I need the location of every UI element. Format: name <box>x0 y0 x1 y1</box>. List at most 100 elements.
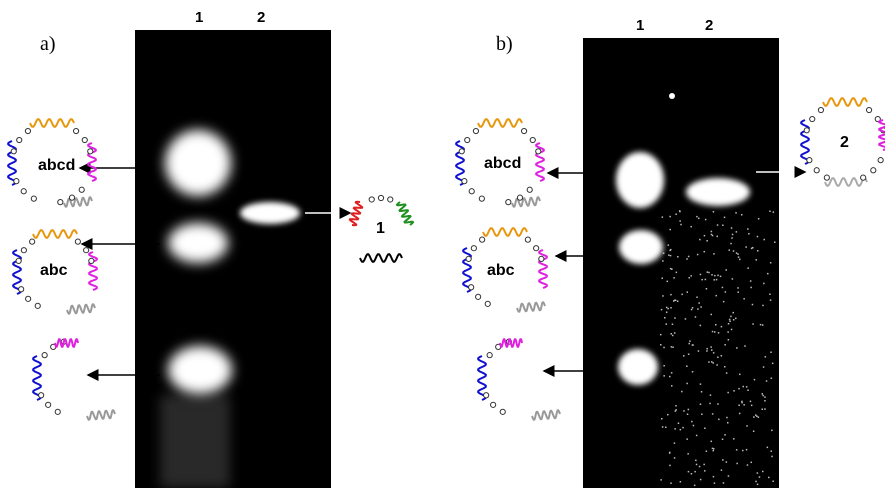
noise <box>677 301 679 303</box>
noise <box>753 431 755 433</box>
strand <box>517 302 545 311</box>
linker <box>26 296 31 301</box>
noise <box>710 394 712 396</box>
noise <box>742 450 744 452</box>
noise <box>772 363 774 365</box>
noise <box>696 297 698 299</box>
noise <box>683 410 685 412</box>
noise <box>717 236 719 238</box>
noise <box>681 391 683 393</box>
strand <box>500 339 522 347</box>
noise <box>683 355 685 357</box>
noise <box>762 395 764 397</box>
noise <box>718 419 720 421</box>
noise <box>690 275 692 277</box>
noise <box>711 349 713 351</box>
linker <box>82 137 87 142</box>
noise <box>728 339 730 341</box>
noise <box>772 481 774 483</box>
linker <box>31 196 36 201</box>
linker <box>485 301 490 306</box>
noise <box>680 429 682 431</box>
strand <box>456 141 464 185</box>
noise <box>770 262 772 264</box>
noise <box>733 319 735 321</box>
noise <box>746 449 748 451</box>
noise <box>689 343 691 345</box>
noise <box>729 321 731 323</box>
strand <box>350 202 362 225</box>
gel-b <box>583 38 779 488</box>
noise <box>674 332 676 334</box>
noise <box>694 485 696 487</box>
structure-label: abc <box>40 262 68 279</box>
noise <box>671 333 673 335</box>
noise <box>733 250 735 252</box>
linker <box>369 197 374 202</box>
strand <box>512 197 540 206</box>
linker <box>35 303 40 308</box>
structure-label: abcd <box>38 157 75 174</box>
noise <box>696 216 698 218</box>
noise <box>688 256 690 258</box>
noise <box>751 462 753 464</box>
noise <box>688 354 690 356</box>
noise <box>695 460 697 462</box>
noise <box>762 409 764 411</box>
linker <box>39 393 44 398</box>
noise <box>713 362 715 364</box>
noise <box>741 401 743 403</box>
noise <box>693 425 695 427</box>
noise <box>679 220 681 222</box>
noise <box>674 317 676 319</box>
noise <box>677 256 679 258</box>
noise <box>741 214 743 216</box>
noise <box>730 243 732 245</box>
noise <box>663 253 665 255</box>
noise <box>714 482 716 484</box>
noise <box>691 421 693 423</box>
noise <box>670 255 672 257</box>
noise <box>689 277 691 279</box>
noise <box>705 279 707 281</box>
linker <box>388 197 393 202</box>
structure-label: 2 <box>840 134 849 151</box>
strand <box>89 252 97 290</box>
linker <box>25 128 30 133</box>
noise <box>722 459 724 461</box>
noise <box>675 409 677 411</box>
noise <box>687 291 689 293</box>
noise <box>758 417 760 419</box>
linker <box>539 256 544 261</box>
linker <box>471 246 476 251</box>
linker <box>14 179 19 184</box>
noise <box>711 231 713 233</box>
noise <box>686 383 688 385</box>
noise <box>673 300 675 302</box>
noise <box>729 319 731 321</box>
noise <box>760 324 762 326</box>
noise <box>695 316 697 318</box>
noise <box>696 435 698 437</box>
noise <box>673 277 675 279</box>
noise <box>739 374 741 376</box>
noise <box>745 246 747 248</box>
noise <box>685 318 687 320</box>
noise <box>736 347 738 349</box>
noise <box>724 344 726 346</box>
noise <box>714 279 716 281</box>
strand <box>397 202 413 225</box>
linker <box>491 402 496 407</box>
noise <box>691 309 693 311</box>
strand <box>30 119 74 127</box>
noise <box>735 318 737 320</box>
noise <box>698 218 700 220</box>
linker <box>866 107 871 112</box>
linker <box>84 248 89 253</box>
linker <box>46 402 51 407</box>
noise <box>732 234 734 236</box>
noise <box>663 365 665 367</box>
linker <box>88 149 93 154</box>
noise <box>727 392 729 394</box>
noise <box>726 372 728 374</box>
